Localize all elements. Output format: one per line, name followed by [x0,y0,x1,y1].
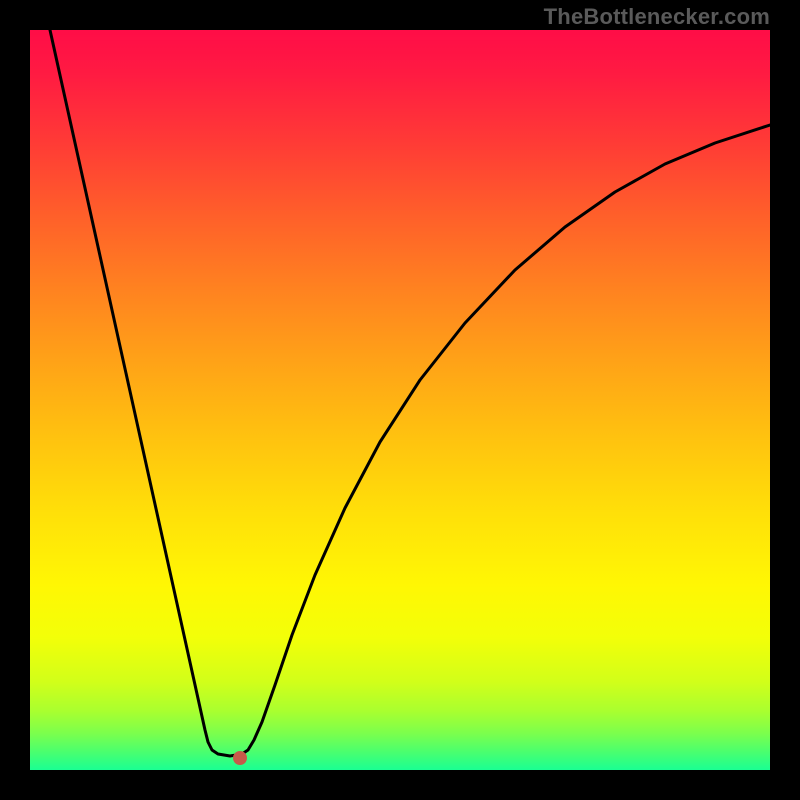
bottleneck-curve [50,30,770,756]
optimal-point-marker [233,751,247,765]
plot-area [30,30,770,770]
attribution-text: TheBottlenecker.com [544,4,770,30]
chart-container: TheBottlenecker.com [0,0,800,800]
curve-layer [30,30,770,770]
